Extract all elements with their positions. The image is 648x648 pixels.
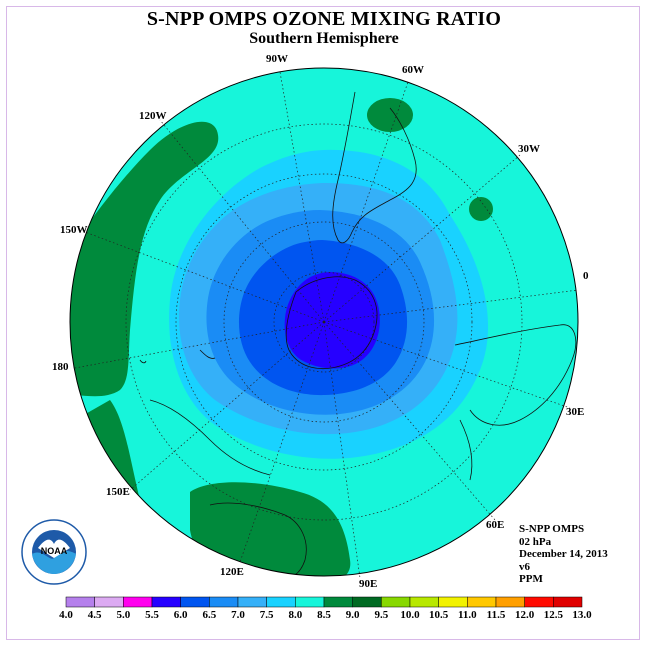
noaa-logo: NOAA [21,519,87,585]
graticule [74,71,579,579]
lon-label-60e: 60E [486,519,504,531]
ozone-band-5-5 [284,272,380,369]
noaa-logo-text: NOAA [41,546,68,556]
lon-label-90e: 90E [359,578,377,590]
map-title: S-NPP OMPS OZONE MIXING RATIO [146,8,502,30]
map-boundary [69,67,579,577]
lon-label-0: 0 [583,270,589,282]
info-instrument: S-NPP OMPS [519,523,585,535]
lon-label-30e: 30E [566,406,584,418]
lon-label-90w: 90W [266,53,288,65]
info-level: 02 hPa [519,535,552,548]
lon-label-150e: 150E [106,486,130,498]
lon-label-150w: 150W [60,224,88,236]
info-version: v6 [519,560,530,573]
lon-label-120e: 120E [220,566,244,578]
lon-label-120w: 120W [139,110,167,122]
info-date: December 14, 2013 [519,548,608,560]
ozone-band-8-5-west [70,121,219,520]
lon-label-60w: 60W [402,64,424,76]
ozone-patch-atlantic [469,197,493,221]
ozone-patch-southamerica [367,98,413,132]
info-panel: S-NPP OMPS 02 hPa December 14, 2013 v6 P… [519,523,608,586]
figure-frame [6,6,640,640]
lon-label-180: 180 [52,361,69,373]
info-units: PPM [519,573,543,585]
lon-label-30w: 30W [518,143,540,155]
map-subtitle: Southern Hemisphere [249,30,399,47]
coastlines [139,91,577,576]
